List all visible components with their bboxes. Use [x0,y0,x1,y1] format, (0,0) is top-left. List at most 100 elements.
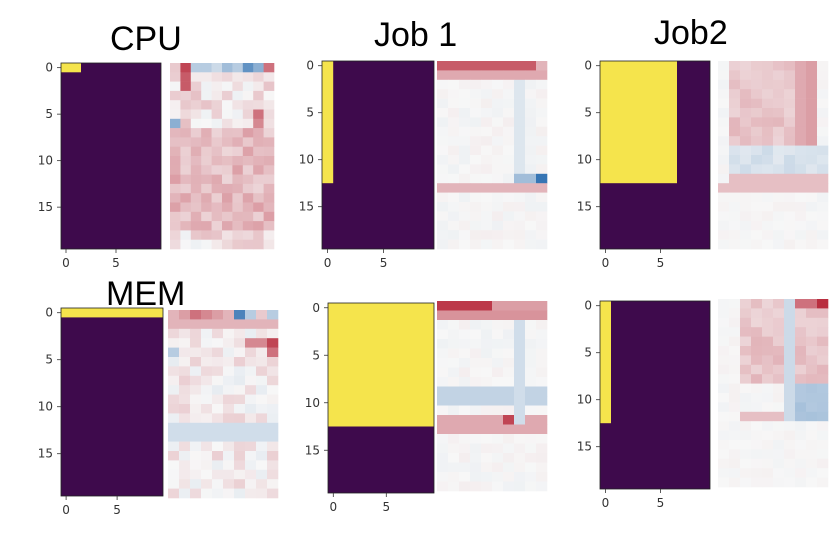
corr-cell-job2-bottom [740,383,752,394]
corr-cell-mem [245,488,257,499]
corr-cell-cpu [253,100,264,110]
corr-cell-cpu [211,100,223,110]
corr-cell-job1-bottom [448,453,460,463]
corr-cell-job2-bottom [784,346,796,356]
corr-cell-cpu [242,230,254,240]
corr-cell-job1-bottom [470,339,482,349]
corr-cell-job2-bottom [762,374,774,384]
corr-cell-job2-top [762,126,774,137]
corr-cell-job2-top [729,211,741,222]
corr-cell-job2-bottom [795,364,807,375]
corr-cell-job1-bottom [503,329,515,340]
corr-cell-job2-top [718,117,730,128]
corr-cell-cpu [170,100,181,110]
corr-cell-job1-bottom [525,310,537,321]
corr-cell-job1-bottom [514,320,526,330]
corr-cell-job2-top [751,117,763,128]
corr-cell-job2-top [773,136,785,146]
corr-cell-job2-bottom [817,477,829,488]
corr-cell-job1-bottom [470,415,482,425]
corr-cell-job2-bottom [817,393,829,403]
corr-cell-job1-bottom [470,481,482,492]
corr-cell-job2-bottom [762,383,774,394]
corr-cell-mem [201,432,213,442]
corr-cell-job2-top [817,155,829,165]
corr-cell-cpu [190,165,202,175]
corr-cell-job2-top [795,89,807,99]
corr-cell-mem [190,460,202,471]
corr-cell-job2-top [740,108,752,118]
corr-cell-job1-top [437,173,449,184]
corr-cell-job1-bottom [459,367,471,378]
corr-cell-mem [256,460,268,471]
xtick-label-job1-top-5: 5 [380,256,388,270]
corr-cell-job1-top [525,230,537,240]
mask-on-region-cpu [61,63,81,73]
corr-cell-cpu [211,193,223,203]
corr-cell-job2-top [718,61,730,71]
corr-cell-cpu [201,230,212,240]
corr-cell-job1-bottom [470,405,482,416]
corr-cell-mem [190,310,202,320]
corr-cell-job1-top [459,108,471,118]
corr-cell-cpu [263,81,275,92]
corr-cell-job2-top [740,89,752,99]
corr-cell-job2-bottom [729,383,741,394]
corr-cell-job2-bottom [762,299,774,309]
corr-cell-job1-top [525,89,537,99]
corr-cell-job2-top [729,108,741,118]
corr-cell-cpu [190,239,202,250]
corr-cell-job1-top [448,155,460,165]
corr-cell-mem [168,432,180,442]
corr-cell-job1-top [492,98,504,109]
corr-cell-cpu [263,211,275,222]
corr-cell-job2-bottom [762,317,774,328]
corr-cell-mem [223,488,235,499]
corr-cell-cpu [211,146,223,157]
corr-cell-job2-top [740,155,752,165]
corr-cell-job2-top [784,145,796,156]
corr-cell-job2-top [740,220,752,231]
corr-cell-job1-top [492,183,504,193]
corr-cell-job1-top [503,108,515,118]
corr-cell-mem [267,394,279,405]
corr-cell-mem [223,328,235,339]
ytick-label-job1-top-5: 5 [306,106,314,120]
corr-cell-cpu [201,156,212,166]
corr-cell-job1-top [448,117,460,128]
corr-cell-cpu [190,100,202,110]
corr-cell-job1-top [437,126,449,137]
corr-cell-job2-bottom [751,383,763,394]
corr-cell-job1-bottom [525,320,537,330]
corr-cell-job2-top [762,98,774,109]
corr-cell-mem [190,375,202,386]
corr-cell-job1-top [536,89,548,99]
corr-cell-cpu [253,90,264,101]
corr-cell-mem [245,375,257,386]
corr-cell-job1-top [448,108,460,118]
corr-cell-cpu [242,156,254,166]
corr-cell-job2-top [751,192,763,203]
corr-cell-job2-top [806,145,818,156]
corr-cell-cpu [242,221,254,231]
corr-cell-job1-bottom [492,453,504,463]
xtick-label-job2-top-0: 0 [602,256,610,270]
corr-cell-job2-top [729,183,741,193]
corr-cell-job1-bottom [503,339,515,349]
corr-cell-job2-bottom [773,458,785,469]
corr-cell-job2-top [817,173,829,184]
corr-cell-job1-top [525,117,537,128]
corr-cell-cpu [263,137,275,147]
corr-cell-cpu [201,118,212,129]
corr-cell-mem [190,357,202,367]
corr-cell-job1-top [492,164,504,175]
corr-cell-mem [245,422,257,433]
corr-cell-job2-top [773,145,785,156]
corr-cell-job2-bottom [795,383,807,394]
corr-cell-mem [168,357,180,367]
corr-cell-job1-bottom [459,377,471,387]
corr-cell-job1-top [514,220,526,231]
corr-cell-job1-bottom [525,339,537,349]
corr-cell-cpu [242,128,254,138]
corr-cell-mem [190,432,202,442]
